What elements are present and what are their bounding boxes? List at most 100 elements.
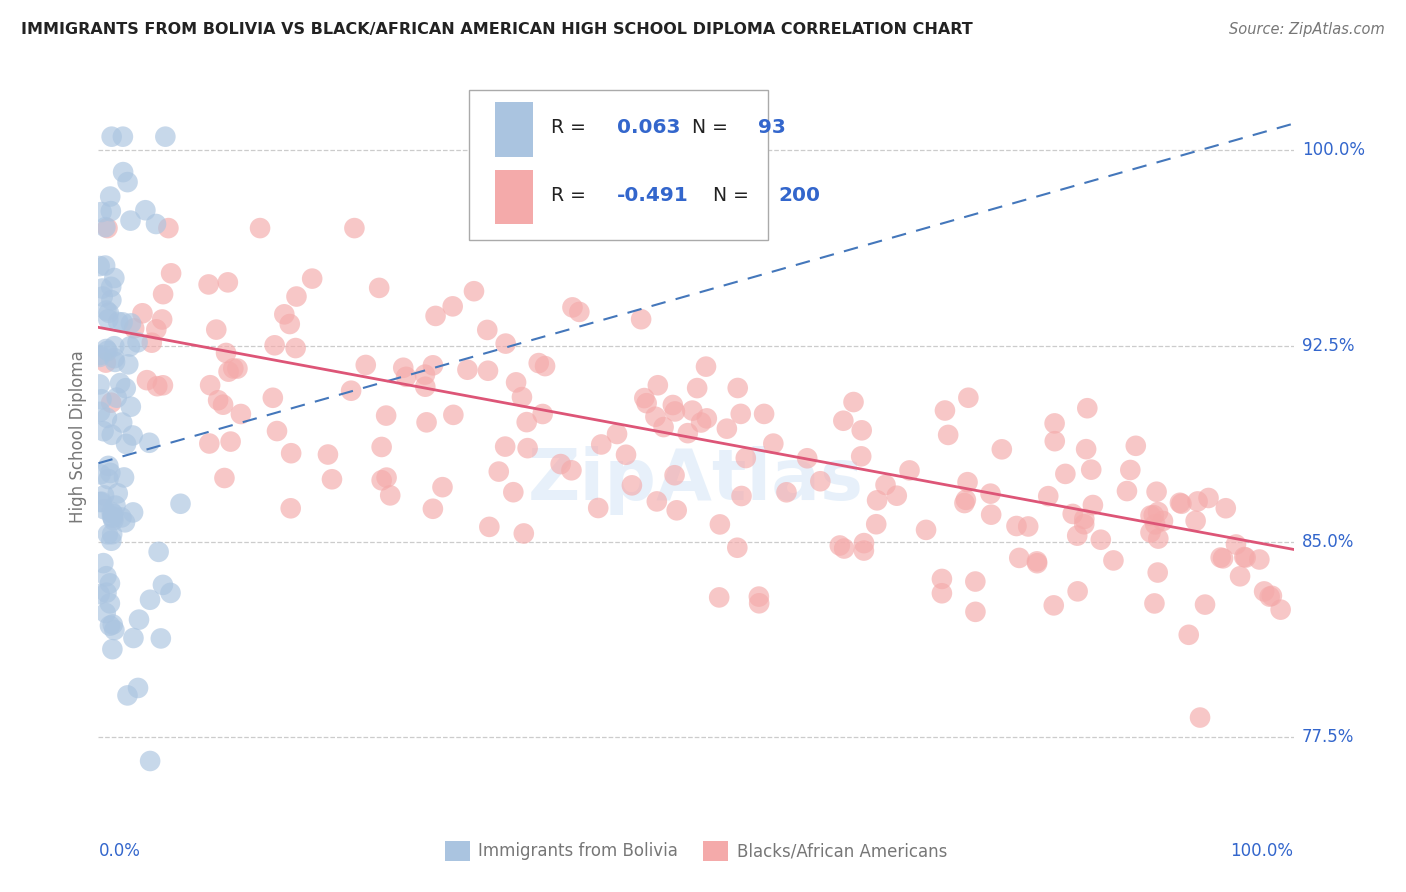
Point — [103, 271, 125, 285]
Point — [103, 339, 125, 353]
Point — [441, 299, 464, 313]
Point — [1168, 496, 1191, 510]
Point — [898, 463, 921, 477]
Point — [103, 513, 125, 527]
Point — [112, 165, 135, 179]
Point — [222, 361, 245, 376]
Point — [141, 335, 163, 350]
Point — [842, 395, 865, 409]
Point — [100, 395, 122, 409]
Point — [262, 391, 284, 405]
Point — [730, 407, 752, 421]
Point — [1026, 554, 1049, 568]
Point — [148, 545, 170, 559]
Point — [138, 435, 160, 450]
Point — [207, 393, 229, 408]
Point — [645, 494, 668, 508]
Point — [1270, 602, 1292, 616]
Point — [477, 364, 499, 378]
Point — [112, 470, 135, 484]
Point — [1147, 532, 1170, 546]
Point — [516, 441, 538, 455]
Point — [157, 221, 180, 235]
Point — [568, 305, 591, 319]
Text: 200: 200 — [779, 186, 821, 204]
Point — [644, 409, 666, 424]
Point — [273, 307, 295, 321]
Point — [748, 596, 770, 610]
Point — [101, 427, 124, 442]
Point — [1043, 417, 1066, 431]
Point — [1261, 589, 1284, 603]
Point — [139, 754, 162, 768]
Point — [93, 424, 115, 438]
Point — [118, 339, 141, 353]
Point — [1258, 590, 1281, 604]
Point — [122, 321, 145, 335]
Point — [1143, 596, 1166, 610]
Text: ZipAtlas: ZipAtlas — [529, 447, 863, 516]
Point — [686, 381, 709, 395]
Point — [866, 493, 889, 508]
Point — [117, 689, 139, 703]
Point — [1074, 442, 1097, 457]
Point — [748, 590, 770, 604]
Point — [152, 378, 174, 392]
Point — [676, 426, 699, 441]
Point — [1234, 550, 1257, 565]
Point — [422, 501, 444, 516]
Point — [114, 381, 136, 395]
Point — [226, 361, 249, 376]
Point — [1215, 501, 1237, 516]
Point — [97, 458, 120, 473]
Text: N =: N = — [713, 186, 755, 204]
Point — [212, 398, 235, 412]
Point — [380, 488, 402, 502]
Point — [89, 377, 111, 392]
Point — [865, 517, 887, 532]
Point — [343, 221, 366, 235]
Point — [762, 436, 785, 450]
Point — [505, 376, 527, 390]
Point — [832, 414, 855, 428]
Point — [111, 315, 134, 329]
Point — [107, 486, 129, 500]
Text: R =: R = — [551, 186, 592, 204]
Point — [1005, 519, 1028, 533]
Point — [100, 280, 122, 294]
Point — [478, 520, 501, 534]
Point — [89, 587, 111, 601]
Point — [197, 277, 219, 292]
Point — [100, 129, 122, 144]
Point — [94, 606, 117, 620]
Point — [534, 359, 557, 373]
Point — [516, 415, 538, 429]
Point — [100, 204, 122, 219]
Point — [139, 592, 162, 607]
Point — [1066, 584, 1088, 599]
Point — [1102, 553, 1125, 567]
Point — [956, 475, 979, 490]
Point — [127, 335, 149, 350]
Text: 85.0%: 85.0% — [1302, 533, 1354, 550]
Point — [965, 574, 987, 589]
Point — [101, 527, 124, 541]
Point — [1125, 439, 1147, 453]
Y-axis label: High School Diploma: High School Diploma — [69, 351, 87, 524]
Point — [606, 427, 628, 442]
Point — [105, 391, 128, 405]
Point — [1119, 463, 1142, 477]
Point — [1253, 584, 1275, 599]
Point — [108, 376, 131, 390]
Point — [591, 437, 613, 451]
Point — [550, 457, 572, 471]
Point — [620, 478, 643, 492]
Point — [1189, 710, 1212, 724]
Point — [432, 480, 454, 494]
Point — [146, 379, 169, 393]
Point — [94, 356, 117, 370]
Point — [1026, 556, 1049, 570]
Point — [1212, 551, 1234, 566]
Point — [370, 440, 392, 454]
Point — [853, 536, 876, 550]
